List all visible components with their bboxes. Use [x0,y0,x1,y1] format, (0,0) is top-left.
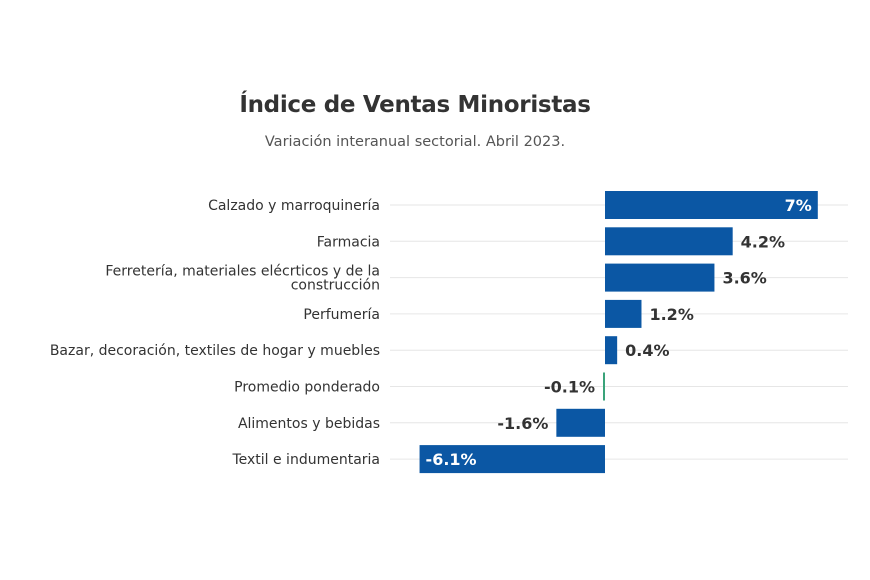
category-label: Bazar, decoración, textiles de hogar y m… [50,343,380,359]
category-label: Calzado y marroquinería [208,198,380,214]
bar [605,191,818,219]
category-label: Alimentos y bebidas [238,416,380,432]
category-label: Promedio ponderado [234,380,380,396]
data-label: 0.4% [625,341,669,360]
bar [556,408,605,437]
chart-subtitle: Variación interanual sectorial. Abril 20… [264,134,566,150]
bar [605,336,618,365]
bar [419,445,605,474]
data-label: -0.1% [544,378,595,397]
chart-title: Índice de Ventas Minoristas [239,92,591,118]
data-label: -6.1% [426,450,477,469]
bar [603,372,605,401]
bar [605,263,715,292]
data-label: 1.2% [649,305,693,324]
data-label: 7% [785,196,812,215]
data-label: -1.6% [497,414,548,433]
data-label: 4.2% [741,232,785,251]
category-label: Textil e indumentaria [231,452,380,468]
bar [605,299,642,328]
category-label: Perfumería [303,307,380,323]
category-label: Farmacia [317,234,380,250]
category-label: Ferretería, materiales elécrticos y de l… [105,264,380,294]
data-label: 3.6% [722,269,766,288]
bar [605,227,733,256]
